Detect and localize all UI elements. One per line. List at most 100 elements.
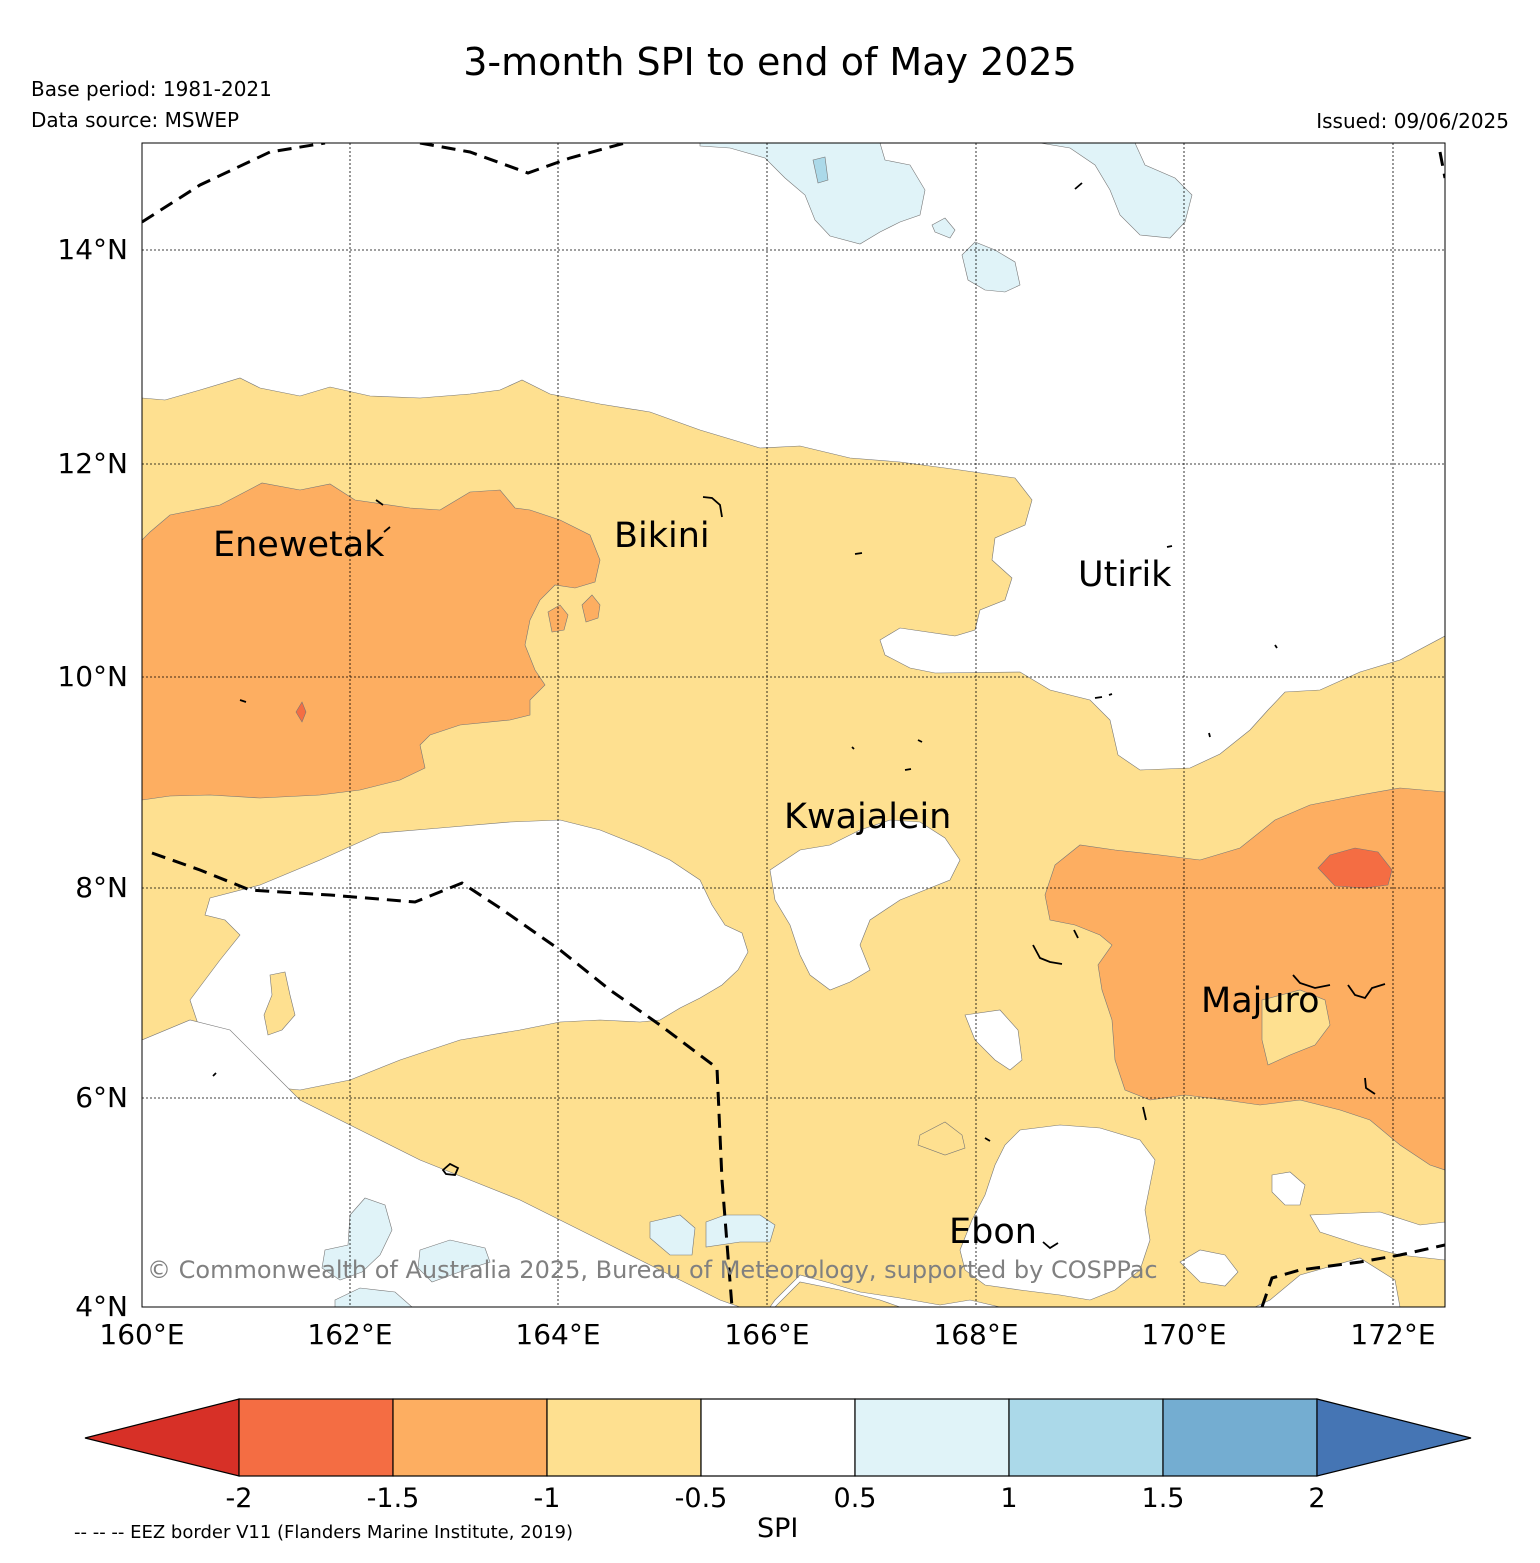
spi-patch-dry-hole [1261,989,1331,1066]
copyright-credit: © Commonwealth of Australia 2025, Bureau… [147,1256,1158,1284]
colorbar-extend-low [84,1398,240,1477]
spi-region-wet-south-3 [649,1214,696,1256]
eez-border-note: -- -- -- EEZ border V11 (Flanders Marine… [74,1522,574,1543]
issued-date-label: Issued: 09/06/2025 [1316,109,1509,133]
map-frame [141,142,1446,1308]
atoll-shape [1292,974,1331,989]
colorbar-extend-high [1316,1398,1472,1477]
spi-region-normal-kwaj [769,819,961,991]
colorbar-tick-label: -1.5 [367,1483,420,1514]
lat-label-8n: 8°N [75,871,128,904]
colorbar-ticks: -2 -1.5 -1 -0.5 0.5 1 1.5 2 [226,1483,1326,1514]
spi-region-wet-south-1 [321,1197,393,1281]
atoll-shape [1364,1077,1376,1095]
colorbar-swatch [700,1398,856,1477]
colorbar-swatch [238,1398,394,1477]
colorbar-swatch [546,1398,702,1477]
atoll-shape [917,739,923,743]
atoll-shape [375,499,384,506]
place-label-majuro: Majuro [1201,981,1320,1021]
spi-patch-dry-1 [263,971,296,1036]
spi-region-wet-south-2 [417,1239,491,1283]
colorbar-swatch [1162,1398,1318,1477]
data-source-label: Data source: MSWEP [31,108,240,132]
place-label-ebon: Ebon [949,1212,1037,1252]
spi-region-wet-north-4 [931,217,956,239]
spi-region-wet-mod-north [812,156,829,184]
colorbar-tick-label: 0.5 [834,1483,877,1514]
atoll-shape [702,496,723,518]
lon-label-168e: 168°E [933,1318,1018,1351]
atoll-shape [239,699,247,703]
atoll-shape [1166,545,1173,548]
atoll-shape [984,1137,991,1142]
atoll-shape [1094,693,1113,699]
atoll-shape [1274,644,1278,649]
colorbar-tick-label: -2 [226,1483,253,1514]
spi-region-normal-ebon [959,1124,1156,1301]
lon-label-162e: 162°E [307,1318,392,1351]
lat-label-12n: 12°N [57,447,128,480]
spi-patch-dry-3 [774,1281,901,1307]
place-label-utirik: Utirik [1078,555,1172,595]
place-label-enewetak: Enewetak [213,525,385,565]
spi-region-wet-south-5 [334,1287,413,1307]
atoll-shape [943,811,949,816]
spi-patch-dry-2 [917,1121,966,1156]
atoll-shape [1208,732,1211,738]
colorbar-tick-label: 1 [1000,1483,1017,1514]
spi-region-dry-severe-west [295,701,307,723]
colorbar-swatch [854,1398,1010,1477]
lat-label-10n: 10°N [57,660,128,693]
colorbar-tick-label: 1.5 [1142,1483,1185,1514]
spi-region-wet-south-4 [705,1214,776,1248]
colorbar-swatch [1008,1398,1164,1477]
colorbar-swatch [392,1398,548,1477]
lon-label-172e: 172°E [1350,1318,1435,1351]
longitude-labels: 160°E 162°E 164°E 166°E 168°E 170°E 172°… [99,1318,1435,1351]
lon-label-166e: 166°E [724,1318,809,1351]
atoll-shape [904,768,912,771]
atoll-shape [441,1162,460,1176]
lat-label-4n: 4°N [75,1290,128,1323]
map-title: 3-month SPI to end of May 2025 [463,40,1077,84]
place-label-kwajalein: Kwajalein [784,797,951,837]
spi-region-wet-north-2 [1039,143,1193,239]
colorbar-title: SPI [757,1513,799,1544]
spi-region-normal-south [189,819,749,1091]
spi-region-dry-moderate-islet-2 [547,604,569,633]
atoll-shape [1074,182,1083,190]
lat-label-14n: 14°N [57,233,128,266]
colorbar [84,1398,1472,1477]
colorbar-tick-label: -0.5 [675,1483,728,1514]
spi-region-dry-moderate-islet [581,594,601,623]
lat-label-6n: 6°N [75,1081,128,1114]
spi-region-normal-small-1 [964,1009,1023,1071]
eez-border [142,143,1445,1307]
atoll-shape [383,526,391,533]
place-label-bikini: Bikini [614,516,710,556]
atoll-shape [854,552,863,555]
lon-label-160e: 160°E [99,1318,184,1351]
atoll-shape [1073,929,1079,939]
atoll-shape [1032,944,1063,965]
atoll-shape [1042,1241,1059,1250]
spi-region-normal-small-2 [1271,1171,1306,1206]
spi-region-dry-moderate-west [142,482,601,801]
spi-region-wet-north-3 [961,241,1021,293]
graticule [142,143,1445,1307]
atoll-shape [1142,1106,1147,1121]
lon-label-164e: 164°E [515,1318,600,1351]
colorbar-tick-label: -1 [534,1483,561,1514]
atoll-shape [1347,983,1386,1000]
atoll-outlines [212,182,1386,1250]
spi-region-normal-small-4 [1179,1249,1239,1287]
colorbar-tick-label: 2 [1308,1483,1325,1514]
atoll-shape [851,746,855,750]
spi-region-dry-severe-east [1317,847,1393,889]
spi-contours [142,143,1445,1307]
spi-region-wet-north-1 [699,143,926,245]
atoll-shape [212,1072,217,1077]
